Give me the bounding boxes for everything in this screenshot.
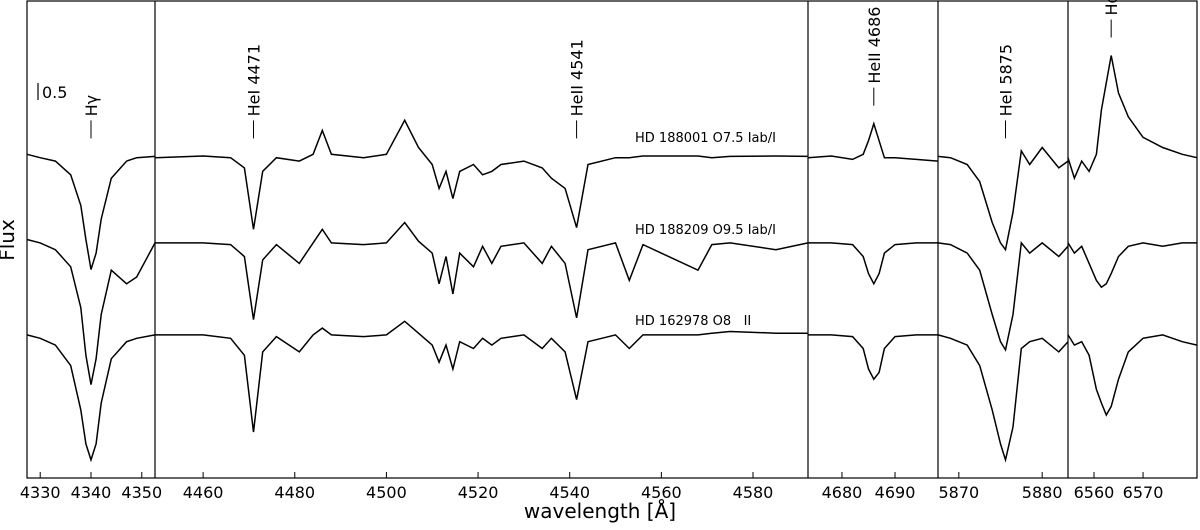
spectrum-line (26, 153, 156, 270)
star-label: HD 162978 O8 II (635, 314, 751, 329)
x-tick-label: 4500 (366, 483, 407, 502)
spectrum-line (937, 146, 1069, 252)
spectrum-line (155, 221, 809, 320)
line-label: Hα (1102, 0, 1121, 16)
spectrum-line (807, 121, 939, 162)
x-tick-label: 6570 (1123, 483, 1164, 502)
spectrum-line (154, 118, 809, 230)
x-tick-label: 4460 (183, 483, 224, 502)
spectrum-line (155, 320, 808, 433)
line-label: Hγ (82, 95, 101, 117)
spectrum-line (1067, 334, 1198, 417)
spectrum-line (808, 334, 938, 381)
star-label: HD 188001 O7.5 Iab/I (635, 131, 776, 146)
plot-frame (26, 0, 1198, 479)
x-tick-label: 4330 (20, 483, 61, 502)
x-tick-label: 4540 (549, 483, 590, 502)
line-label: HeI 4471 (245, 44, 264, 116)
y-axis-label: Flux (0, 219, 19, 261)
x-tick-label: 4680 (822, 483, 863, 502)
spectrum-line (808, 242, 938, 286)
spectrum-line (1067, 242, 1197, 289)
spectrum-line (26, 334, 156, 463)
spectrum-line (1067, 55, 1198, 181)
x-tick-label: 4340 (71, 483, 112, 502)
spectrum-line (937, 334, 1069, 463)
x-tick-label: 4560 (641, 483, 682, 502)
star-label: HD 188209 O9.5 Iab/I (635, 223, 776, 238)
x-tick-label: 4350 (121, 483, 162, 502)
line-label: HeII 4686 (865, 7, 884, 84)
spectrum-line (26, 238, 156, 385)
x-tick-label: 4480 (274, 483, 315, 502)
x-tick-label: 4520 (458, 483, 499, 502)
x-tick-label: 5880 (1022, 483, 1063, 502)
line-label: HeII 4541 (568, 39, 587, 116)
line-label: HeI 5875 (997, 44, 1016, 116)
x-tick-label: 6560 (1074, 483, 1115, 502)
x-axis-label: wavelength [Å] (524, 499, 676, 523)
x-tick-label: 4580 (733, 483, 774, 502)
scale-bar-label: 0.5 (42, 83, 67, 102)
spectrum-line (937, 241, 1069, 352)
x-tick-label: 4690 (875, 483, 916, 502)
x-tick-label: 5870 (938, 483, 979, 502)
